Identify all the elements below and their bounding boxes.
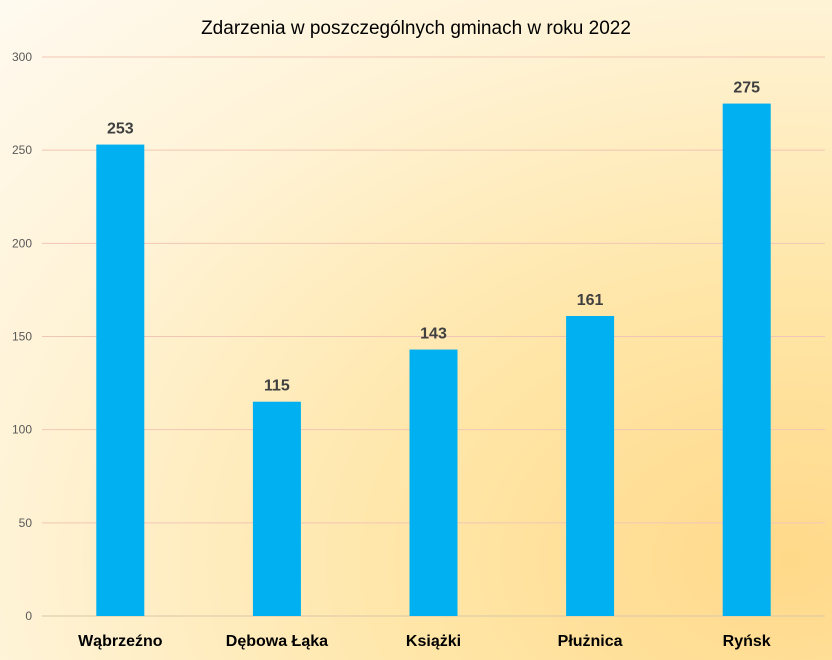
bar — [96, 144, 145, 616]
y-tick-label: 200 — [12, 236, 32, 250]
y-tick-label: 50 — [19, 516, 33, 530]
y-tick-label: 0 — [25, 609, 32, 623]
bar — [252, 401, 301, 616]
y-tick-label: 250 — [12, 143, 32, 157]
x-tick-label: Dębowa Łąka — [226, 633, 328, 650]
data-labels: 253 115 143 161 275 — [107, 80, 760, 395]
bar — [566, 316, 615, 616]
bar — [409, 349, 458, 616]
data-label: 253 — [107, 121, 134, 138]
bar — [722, 103, 771, 617]
y-tick-label: 100 — [12, 423, 32, 437]
y-tick-label: 300 — [12, 50, 32, 64]
data-label: 275 — [733, 80, 760, 97]
bars — [96, 103, 771, 617]
chart-title: Zdarzenia w poszczególnych gminach w rok… — [201, 18, 631, 39]
data-label: 115 — [264, 378, 290, 395]
data-label: 161 — [577, 292, 604, 309]
data-label: 143 — [420, 326, 447, 343]
x-tick-label: Wąbrzeźno — [78, 633, 163, 650]
y-tick-label: 150 — [12, 330, 32, 344]
x-tick-label: Książki — [406, 633, 461, 650]
x-tick-label: Ryńsk — [723, 633, 771, 650]
y-axis-tick-labels: 0 50 100 150 200 250 300 — [12, 50, 32, 623]
x-tick-label: Płużnica — [558, 633, 623, 650]
x-axis-tick-labels: Wąbrzeźno Dębowa Łąka Książki Płużnica Ryńsk — [78, 633, 771, 650]
